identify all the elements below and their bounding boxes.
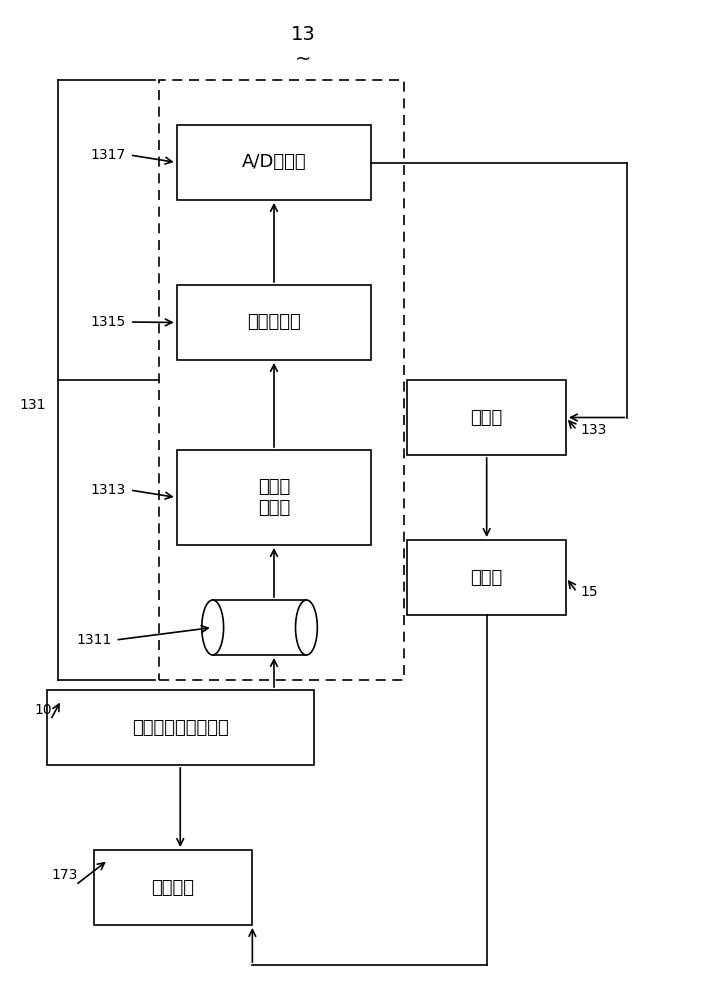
Text: 高通量组合材料芯片: 高通量组合材料芯片	[132, 718, 229, 736]
Bar	[94, 850, 252, 925]
Ellipse shape	[296, 600, 317, 655]
Text: 1311: 1311	[76, 633, 112, 647]
Text: 移动机构: 移动机构	[151, 879, 195, 896]
Bar	[407, 540, 566, 615]
Text: 173: 173	[52, 868, 78, 882]
Bar	[177, 450, 371, 545]
Text: 上位机: 上位机	[471, 568, 503, 586]
Text: 133: 133	[580, 423, 607, 437]
Text: 1317: 1317	[91, 148, 126, 162]
Bar	[407, 380, 566, 455]
Bar	[177, 285, 371, 360]
Text: ~: ~	[295, 50, 311, 69]
Text: A/D转换器: A/D转换器	[242, 153, 306, 172]
Text: 131: 131	[19, 398, 45, 412]
Text: 处理器: 处理器	[471, 408, 503, 426]
Bar	[47, 690, 314, 765]
Bar	[213, 600, 306, 655]
Bar	[159, 80, 404, 680]
Ellipse shape	[202, 600, 224, 655]
Text: 10: 10	[35, 703, 52, 717]
Text: 光电转
换装置: 光电转 换装置	[258, 478, 290, 517]
Text: 1313: 1313	[91, 483, 126, 497]
Text: 13: 13	[291, 25, 315, 44]
Text: 1315: 1315	[91, 315, 126, 329]
Text: 电流放大器: 电流放大器	[247, 314, 301, 332]
Bar	[177, 125, 371, 200]
Text: 15: 15	[580, 585, 598, 599]
